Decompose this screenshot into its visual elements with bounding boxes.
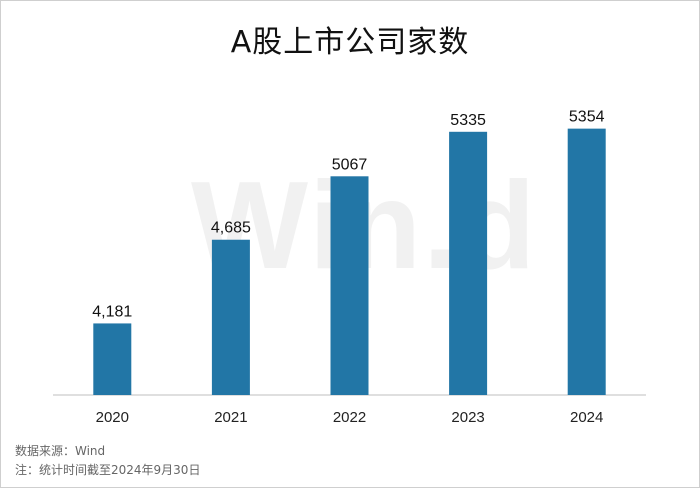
x-tick-2024: 2024 (570, 409, 603, 426)
value-label-2022: 5067 (332, 156, 368, 173)
value-label-2021: 4,685 (211, 220, 251, 237)
value-label-2024: 5354 (569, 109, 605, 126)
value-label-2020: 4,181 (92, 303, 132, 320)
bar-series (93, 128, 606, 395)
value-labels: 4,181 4,685 5067 5335 5354 (92, 109, 604, 321)
value-label-2023: 5335 (450, 112, 486, 129)
source-note: 数据来源：Wind (15, 444, 106, 458)
bar-2021 (211, 239, 250, 395)
x-tick-labels: 2020 2021 2022 2023 2024 (96, 409, 604, 426)
footnote: 注：统计时间截至2024年9月30日 (15, 463, 201, 477)
chart-title: A股上市公司家数 (230, 25, 470, 60)
x-tick-2021: 2021 (214, 409, 247, 426)
bar-2023 (449, 131, 488, 395)
bar-2024 (567, 128, 606, 395)
x-tick-2020: 2020 (96, 409, 129, 426)
x-tick-2022: 2022 (333, 409, 366, 426)
x-tick-2023: 2023 (451, 409, 484, 426)
bar-2020 (93, 323, 132, 395)
bar-2022 (330, 176, 369, 395)
